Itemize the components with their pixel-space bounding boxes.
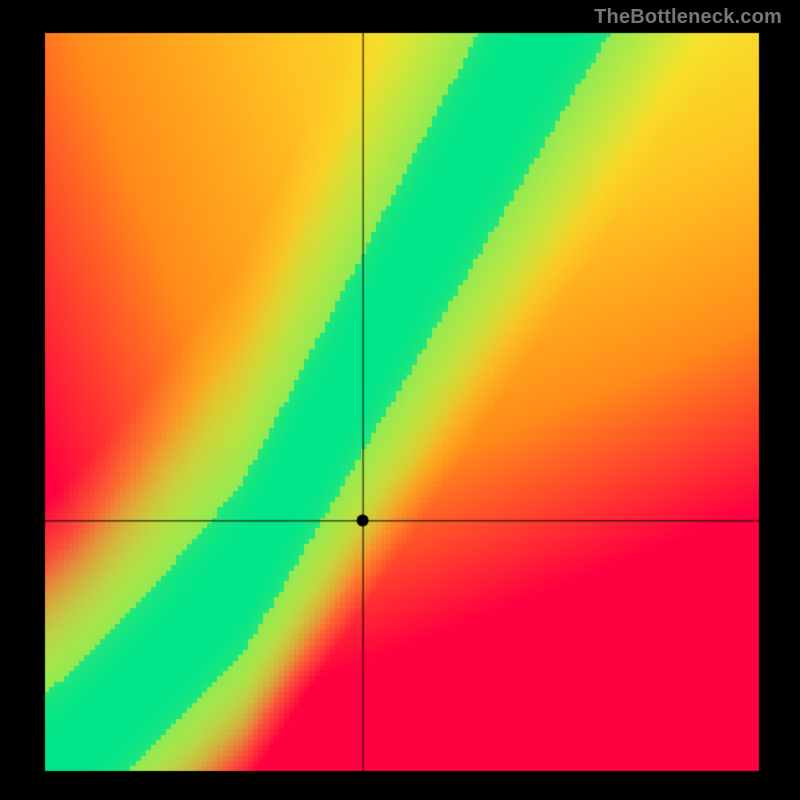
heatmap-canvas [44, 32, 760, 772]
watermark-text: TheBottleneck.com [594, 6, 782, 29]
plot-frame [44, 32, 760, 772]
chart-container: TheBottleneck.com [0, 0, 800, 800]
